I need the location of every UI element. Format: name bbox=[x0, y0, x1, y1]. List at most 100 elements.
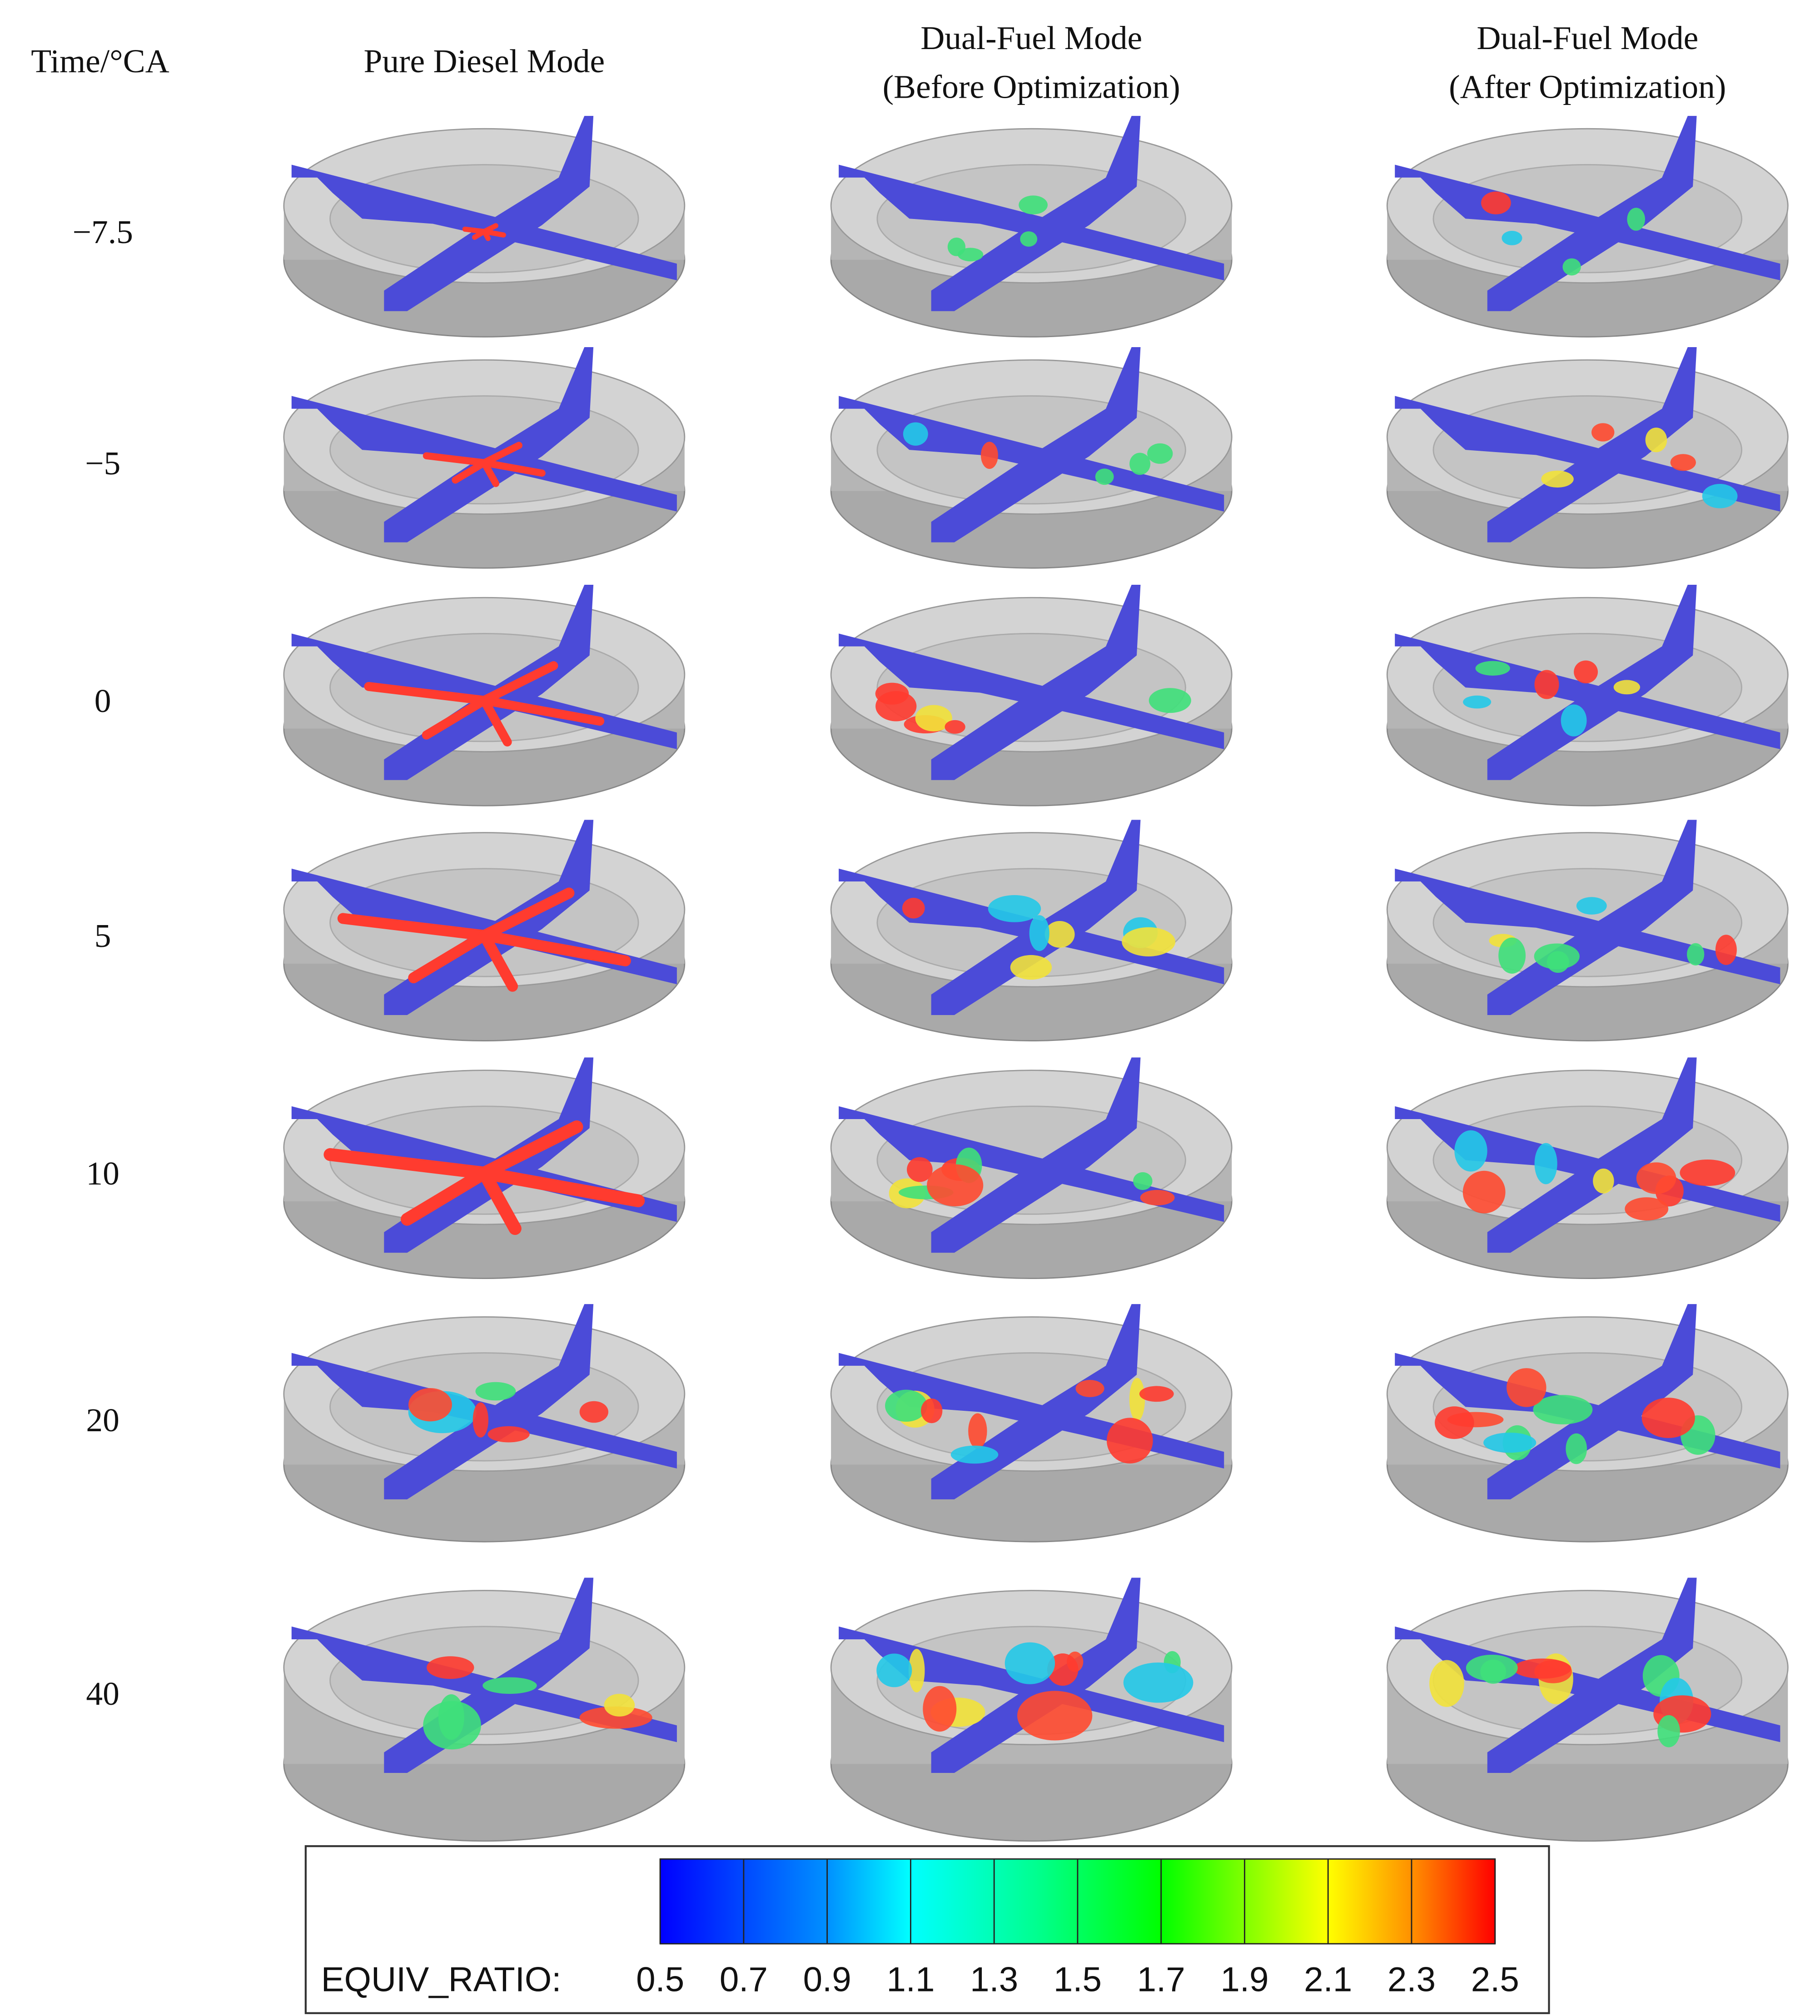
mixture-blob bbox=[1670, 454, 1696, 471]
section-plane bbox=[1395, 396, 1780, 512]
mixture-blob bbox=[408, 1388, 452, 1422]
mixture-blob bbox=[438, 1694, 464, 1740]
colorbar-tick-label: 2.3 bbox=[1387, 1961, 1436, 1999]
mixture-blob bbox=[1462, 1170, 1506, 1214]
mixture-blob bbox=[980, 442, 998, 469]
spray-plume bbox=[337, 913, 490, 941]
spray-plume bbox=[477, 1166, 645, 1207]
column-header: Dual-Fuel Mode bbox=[920, 20, 1142, 56]
mixture-blob bbox=[427, 1656, 474, 1679]
cylinder-panel bbox=[830, 584, 1233, 806]
mixture-blob bbox=[1636, 1162, 1676, 1194]
mixture-blob bbox=[947, 237, 966, 256]
cylinder-panel bbox=[830, 347, 1233, 569]
mixture-blob bbox=[1641, 1398, 1695, 1439]
section-plane bbox=[384, 116, 594, 311]
section-plane bbox=[839, 396, 1224, 512]
cylinder-panel bbox=[830, 1304, 1233, 1543]
section-plane bbox=[384, 1304, 594, 1499]
mixture-blob bbox=[1715, 935, 1737, 965]
mixture-blob bbox=[1562, 258, 1581, 276]
mixture-blob bbox=[1123, 1663, 1193, 1703]
cylinder-panel bbox=[283, 820, 686, 1042]
spray-plume bbox=[364, 682, 489, 705]
mixture-blob bbox=[604, 1693, 635, 1717]
spray-plume bbox=[323, 1148, 491, 1180]
mixture-blob bbox=[1429, 1660, 1464, 1707]
cylinder-panel bbox=[283, 116, 686, 338]
section-plane bbox=[839, 164, 1224, 280]
section-plane bbox=[839, 1626, 1224, 1742]
colorbar-tick-label: 0.5 bbox=[636, 1961, 684, 1999]
spray-plume bbox=[478, 930, 631, 966]
colorbar-label: EQUIV_RATIO: bbox=[321, 1961, 562, 1999]
cylinder-panel bbox=[1386, 820, 1789, 1042]
colorbar-tick-label: 1.9 bbox=[1220, 1961, 1268, 1999]
mixture-blob bbox=[1645, 428, 1667, 453]
cylinder-panel bbox=[830, 820, 1233, 1042]
spray-plume bbox=[482, 229, 491, 241]
section-plane bbox=[291, 164, 677, 280]
mixture-blob bbox=[1019, 195, 1048, 214]
mixture-blob bbox=[927, 1164, 984, 1207]
mixture-blob bbox=[1561, 704, 1587, 737]
mixture-blob bbox=[1702, 484, 1738, 508]
colorbar-tick-label: 0.9 bbox=[803, 1961, 851, 1999]
spray-plume bbox=[481, 459, 500, 487]
column-header: (Before Optimization) bbox=[883, 69, 1180, 105]
mixture-blob bbox=[1533, 1395, 1593, 1424]
spray-plume bbox=[479, 696, 512, 747]
mixture-blob bbox=[579, 1401, 609, 1423]
spray-plume bbox=[477, 1120, 583, 1180]
mixture-blob bbox=[876, 1653, 912, 1687]
colorbar-tick-label: 0.7 bbox=[720, 1961, 768, 1999]
mixture-blob bbox=[1133, 1172, 1153, 1190]
cylinder-panel bbox=[283, 1304, 686, 1543]
mixture-blob bbox=[1129, 1378, 1145, 1421]
column-header: Dual-Fuel Mode bbox=[1477, 20, 1698, 56]
row-label: 10 bbox=[86, 1155, 119, 1192]
mixture-blob bbox=[923, 1686, 957, 1732]
panels bbox=[283, 116, 1789, 1842]
mixture-blob bbox=[1010, 955, 1052, 980]
section-plane bbox=[1487, 1057, 1697, 1253]
spray-plume bbox=[477, 1166, 522, 1235]
section-plane bbox=[931, 347, 1141, 543]
mixture-blob bbox=[1139, 1386, 1174, 1402]
mixture-blob bbox=[1613, 680, 1641, 695]
mixture-blob bbox=[1481, 191, 1511, 214]
mixture-blob bbox=[1534, 670, 1559, 699]
mixture-blob bbox=[1075, 1380, 1104, 1397]
mixture-blob bbox=[945, 720, 965, 734]
mixture-blob bbox=[1463, 695, 1492, 709]
spray-plume bbox=[408, 930, 490, 984]
mixture-blob bbox=[907, 1157, 933, 1182]
section-plane bbox=[1487, 347, 1697, 543]
spray-plume bbox=[479, 696, 605, 726]
mixture-blob bbox=[1574, 660, 1598, 684]
row-label: 5 bbox=[94, 917, 111, 954]
mixture-blob bbox=[1498, 937, 1526, 974]
section-plane bbox=[931, 116, 1141, 311]
section-plane bbox=[291, 396, 677, 512]
section-plane bbox=[1395, 1106, 1780, 1222]
mixture-blob bbox=[1044, 921, 1075, 948]
row-label: 20 bbox=[86, 1402, 119, 1439]
section-plane bbox=[931, 1578, 1141, 1773]
mixture-blob bbox=[579, 1706, 652, 1729]
mixture-blob bbox=[1020, 231, 1038, 247]
spray-plume bbox=[478, 887, 575, 941]
mixture-blob bbox=[487, 1426, 530, 1443]
mixture-blob bbox=[1122, 927, 1176, 956]
spray-plume bbox=[422, 696, 489, 740]
mixture-blob bbox=[902, 897, 925, 919]
colorbar-tick-label: 1.7 bbox=[1137, 1961, 1185, 1999]
spray-plume bbox=[423, 452, 488, 467]
section-plane bbox=[1487, 1304, 1697, 1499]
mixture-blob bbox=[1129, 453, 1151, 475]
cylinder-panel bbox=[1386, 1304, 1789, 1543]
section-plane bbox=[931, 820, 1141, 1015]
section-plane bbox=[1487, 116, 1697, 311]
mixture-blob bbox=[1029, 915, 1049, 951]
